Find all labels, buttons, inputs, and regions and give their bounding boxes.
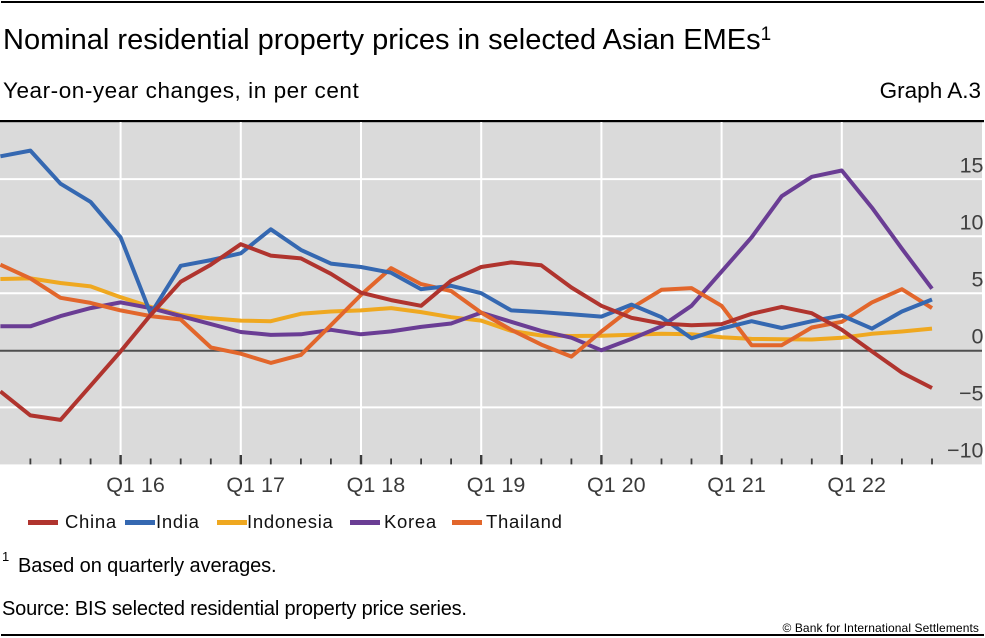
svg-text:Q1 22: Q1 22 bbox=[827, 473, 886, 497]
svg-text:5: 5 bbox=[972, 267, 984, 291]
svg-text:Q1 18: Q1 18 bbox=[347, 473, 406, 497]
svg-text:Q1 21: Q1 21 bbox=[707, 473, 766, 497]
svg-text:Q1 20: Q1 20 bbox=[587, 473, 646, 497]
svg-text:15: 15 bbox=[960, 153, 984, 177]
svg-text:Q1 17: Q1 17 bbox=[226, 473, 285, 497]
svg-text:Q1 16: Q1 16 bbox=[106, 473, 165, 497]
svg-text:0: 0 bbox=[972, 325, 984, 349]
svg-text:−5: −5 bbox=[959, 382, 984, 406]
svg-text:10: 10 bbox=[960, 210, 984, 234]
svg-text:−10: −10 bbox=[947, 439, 984, 463]
svg-text:Q1 19: Q1 19 bbox=[467, 473, 526, 497]
